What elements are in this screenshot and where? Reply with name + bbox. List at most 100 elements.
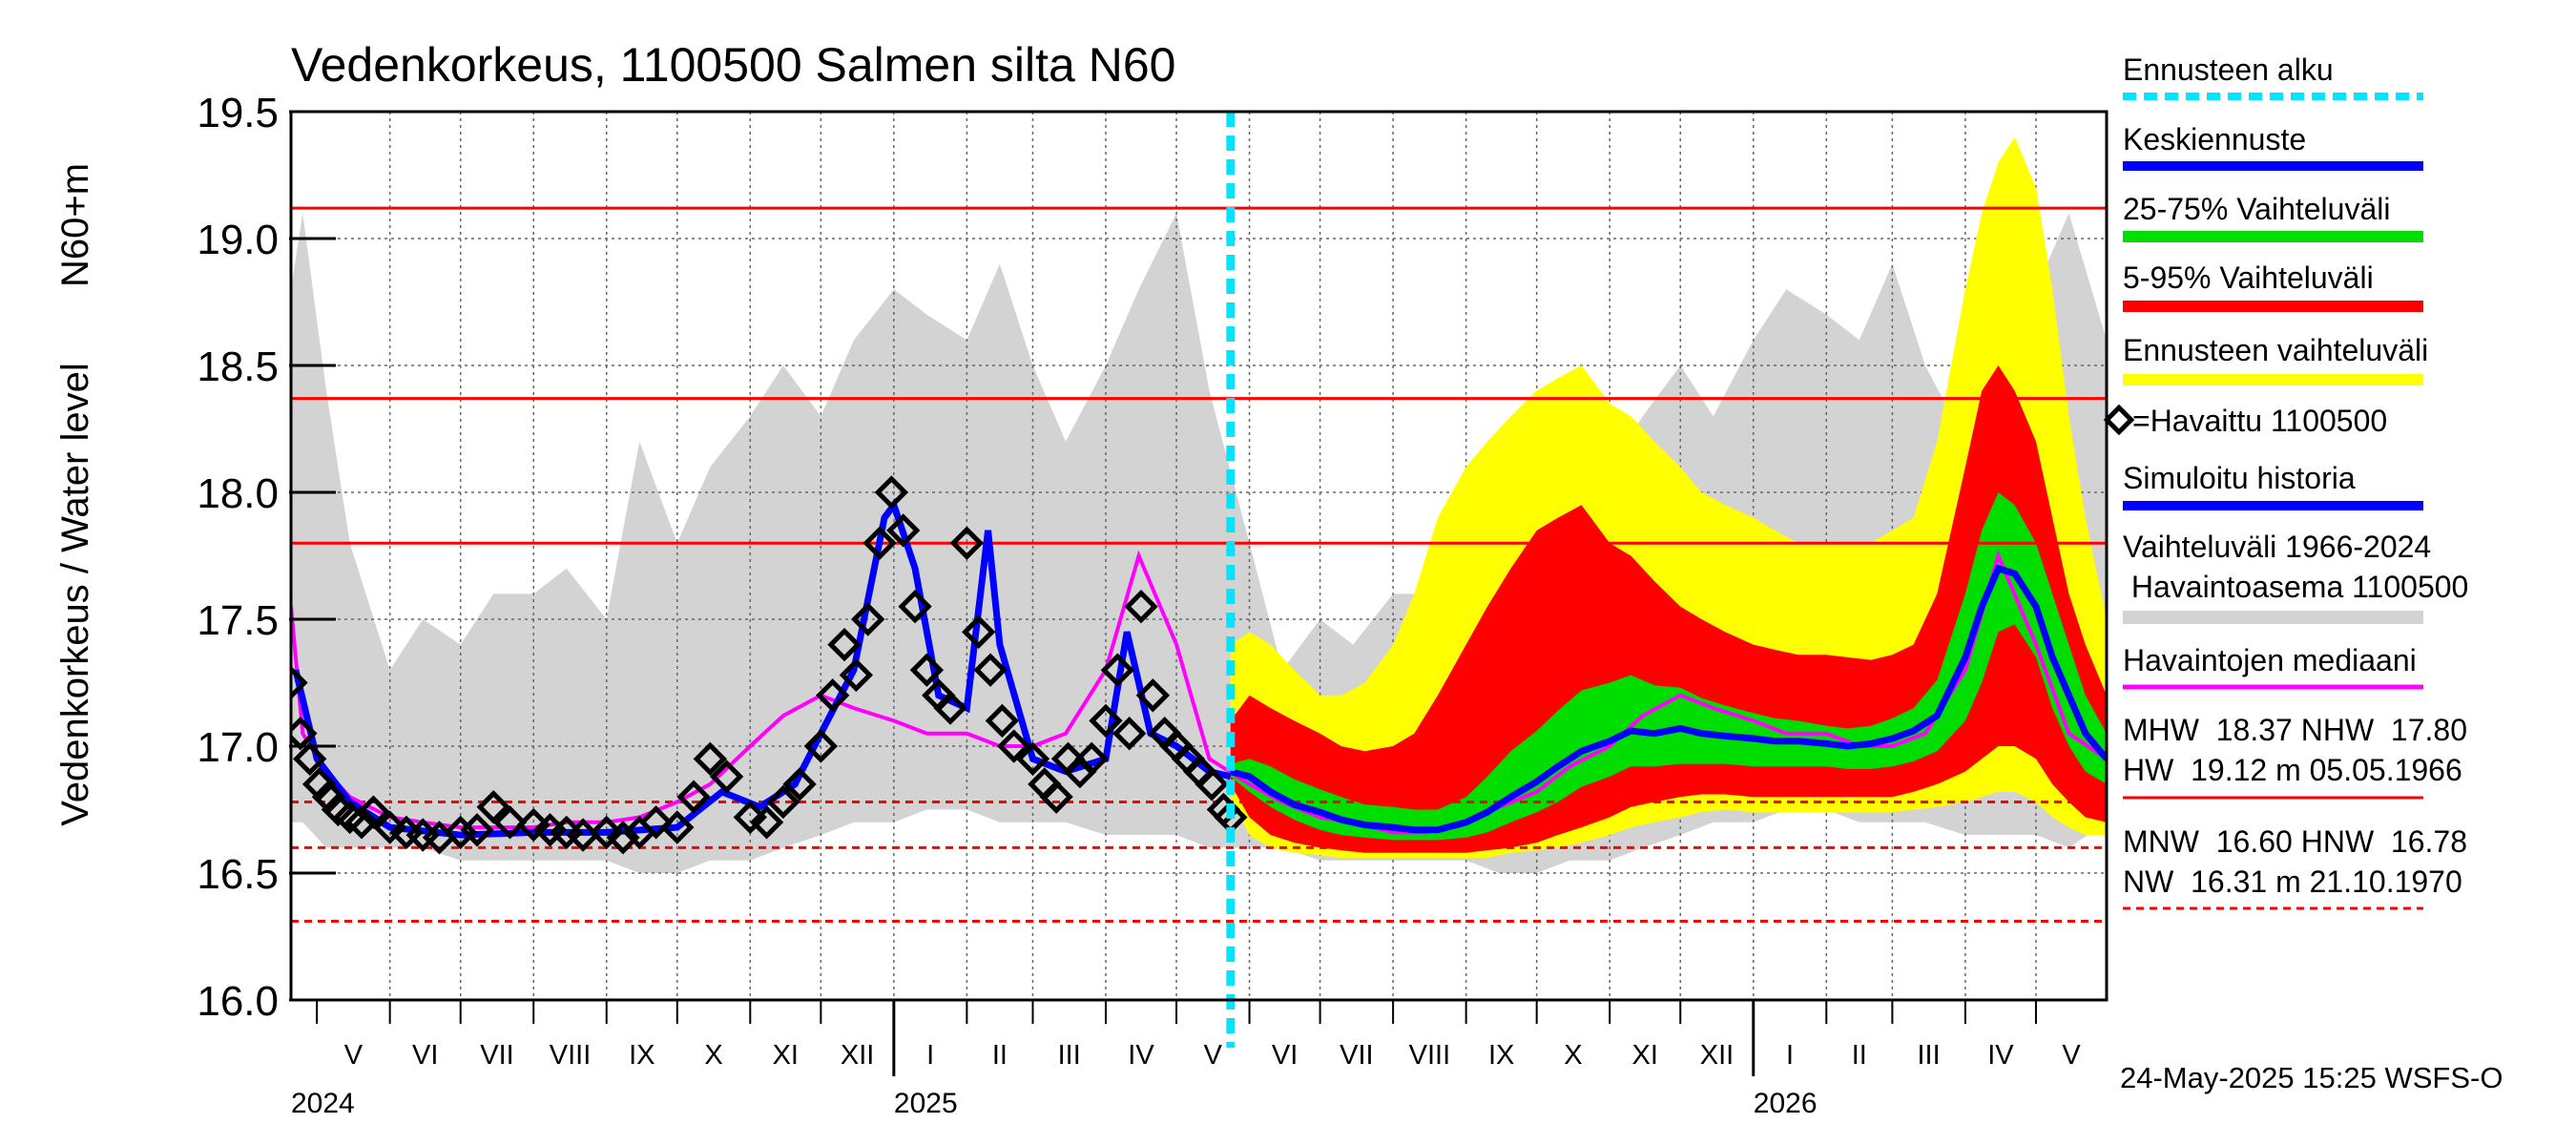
- year-label: 2024: [291, 1088, 355, 1119]
- legend-label-simulated: Simuloitu historia: [2123, 461, 2356, 495]
- observed-point: [693, 741, 728, 777]
- plot-frame: [289, 110, 2109, 1002]
- observed-point: [1015, 741, 1050, 776]
- observed-point: [962, 614, 996, 649]
- observed-point: [862, 526, 897, 560]
- observed-point: [291, 665, 308, 700]
- month-label: VIII: [550, 1040, 592, 1071]
- axes-layer: 16.016.517.017.518.018.519.019.5V VI VII VI…: [197, 90, 2109, 1119]
- observed-point: [1195, 767, 1229, 802]
- legend-label-mean-forecast: Keskiennuste: [2123, 122, 2306, 156]
- observed-point: [909, 653, 945, 687]
- observed-point: [782, 767, 817, 802]
- observed-point: [839, 657, 874, 693]
- legend: Ennusteen alku Keskiennuste 25-75% Vaiht…: [2103, 52, 2468, 910]
- observed-point: [1089, 703, 1123, 739]
- observed-point: [344, 805, 379, 840]
- observed-point: [997, 729, 1031, 763]
- y-tick-label: 18.0: [197, 470, 279, 517]
- observed-point: [321, 792, 356, 827]
- legend-stats-line-2: HW 19.12 m 05.05.1966: [2123, 753, 2462, 787]
- observed-point: [766, 784, 800, 820]
- month-label: XII: [841, 1040, 874, 1071]
- observed-point: [886, 513, 921, 548]
- observed-point: [676, 780, 711, 814]
- diamond-marker-icon: [2103, 404, 2135, 436]
- legend-label-forecast-start: Ennusteen alku: [2123, 52, 2334, 87]
- simulated-history-line: [292, 497, 1232, 839]
- observed-point: [476, 790, 510, 824]
- footer-timestamp: 24-May-2025 15:25 WSFS-O: [2120, 1061, 2503, 1094]
- month-label: XI: [773, 1040, 799, 1071]
- observed-point: [293, 741, 327, 777]
- legend-stats-line-4: NW 16.31 m 21.10.1970: [2123, 864, 2462, 899]
- observed-point: [1112, 717, 1147, 751]
- legend-label-band-25-75: 25-75% Vaihteluväli: [2123, 192, 2390, 226]
- legend-label-history-range-2: Havaintoasema 1100500: [2123, 570, 2468, 604]
- month-label: VIII: [1409, 1040, 1451, 1071]
- chart-title: Vedenkorkeus, 1100500 Salmen silta N60: [291, 38, 1175, 92]
- y-tick-label: 19.0: [197, 217, 279, 263]
- legend-label-median: Havaintojen mediaani: [2123, 643, 2417, 677]
- observed-point: [566, 818, 600, 852]
- month-label: IX: [1488, 1040, 1514, 1071]
- legend-label-history-range-1: Vaihteluväli 1966-2024: [2123, 530, 2431, 564]
- observed-point: [356, 795, 391, 829]
- month-label: VII: [1340, 1040, 1373, 1071]
- month-label: V: [344, 1040, 364, 1071]
- month-label: VI: [1272, 1040, 1298, 1071]
- month-label: V: [1204, 1040, 1223, 1071]
- observed-point: [660, 810, 695, 844]
- observed-point: [985, 703, 1020, 739]
- observed-point: [898, 590, 932, 624]
- month-label: XII: [1700, 1040, 1734, 1071]
- y-axis-label: Vedenkorkeus / Water level: [54, 363, 96, 825]
- month-label: III: [1058, 1040, 1081, 1071]
- month-label: II: [992, 1040, 1008, 1071]
- observed-point: [816, 678, 850, 713]
- observed-point: [1100, 653, 1135, 687]
- forecast-bands-layer: [1230, 136, 2107, 859]
- y-tick-label: 17.0: [197, 724, 279, 771]
- month-label: I: [1786, 1040, 1794, 1071]
- observed-point: [851, 602, 885, 636]
- observed-point: [827, 627, 862, 662]
- month-label: VII: [480, 1040, 513, 1071]
- reference-lines-layer: [291, 206, 2107, 924]
- y-tick-label: 18.5: [197, 344, 279, 390]
- y-axis-unit-label: N60+m: [54, 163, 96, 287]
- observed-point: [301, 767, 337, 802]
- y-tick-label: 17.5: [197, 597, 279, 644]
- year-label: 2026: [1754, 1088, 1818, 1119]
- mean-forecast-line: [1229, 564, 2107, 834]
- month-label: XI: [1631, 1040, 1657, 1071]
- month-label: I: [926, 1040, 934, 1071]
- grid-layer: [291, 111, 2107, 1001]
- legend-stats-line-3: MNW 16.60 HNW 16.78: [2123, 824, 2467, 859]
- y-tick-label: 16.0: [197, 978, 279, 1025]
- observed-point: [973, 653, 1008, 687]
- month-label: X: [704, 1040, 722, 1071]
- legend-label-band-5-95: 5-95% Vaihteluväli: [2123, 260, 2374, 295]
- observed-point: [709, 760, 744, 794]
- observed-point: [1124, 590, 1158, 624]
- y-tick-label: 19.5: [197, 90, 279, 136]
- observed-point: [1135, 678, 1171, 713]
- legend-label-observed: =Havaittu 1100500: [2132, 404, 2387, 438]
- month-label: IV: [1128, 1040, 1154, 1071]
- month-label: IX: [629, 1040, 654, 1071]
- legend-label-forecast-range: Ennusteen vaihteluväli: [2123, 333, 2428, 367]
- observed-point: [1039, 780, 1073, 814]
- observed-point: [492, 805, 528, 840]
- y-tick-label: 16.5: [197, 851, 279, 898]
- month-label: VI: [412, 1040, 438, 1071]
- year-label: 2025: [894, 1088, 958, 1119]
- observed-markers-layer: [291, 475, 1248, 855]
- legend-stats-line-1: MHW 18.37 NHW 17.80: [2123, 713, 2467, 747]
- observed-point: [311, 780, 346, 814]
- month-label: IV: [1987, 1040, 2014, 1071]
- month-label: V: [2062, 1040, 2081, 1071]
- observed-point: [1214, 800, 1248, 835]
- observed-point: [949, 526, 985, 560]
